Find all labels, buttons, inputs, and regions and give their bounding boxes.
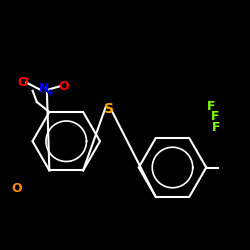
Text: O: O (58, 80, 69, 93)
Text: N: N (38, 82, 49, 95)
Text: F: F (207, 100, 216, 113)
Text: O: O (12, 182, 22, 195)
Text: F: F (212, 121, 220, 134)
Text: F: F (211, 110, 220, 123)
Text: S: S (104, 102, 114, 116)
Text: -: - (25, 74, 29, 84)
Text: +: + (46, 88, 54, 98)
Text: O: O (17, 76, 28, 89)
